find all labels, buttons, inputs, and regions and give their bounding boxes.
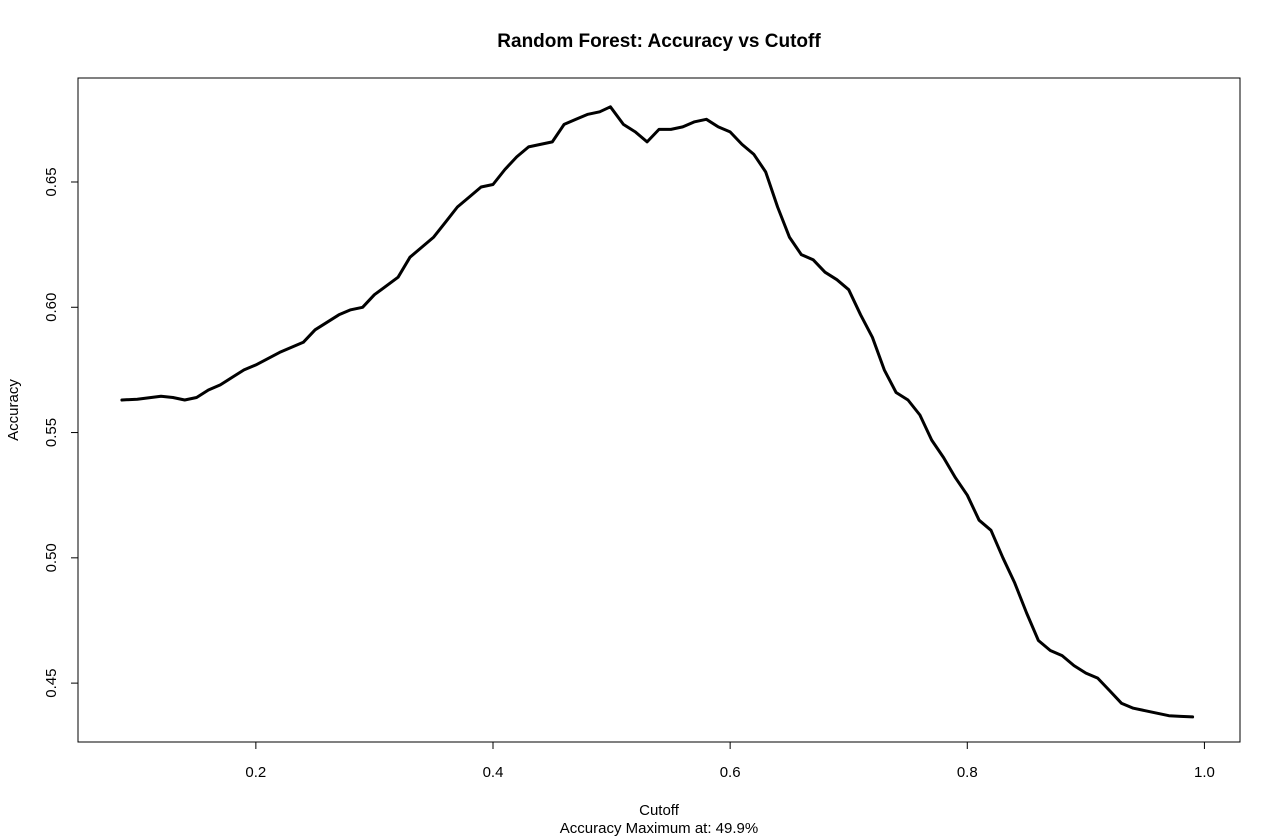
chart-title: Random Forest: Accuracy vs Cutoff [497,31,821,52]
x-tick-label: 0.6 [720,764,741,781]
accuracy-series-line [120,105,1195,719]
y-tick-label: 0.45 [43,669,60,698]
x-tick-label: 0.4 [483,764,504,781]
y-tick-label: 0.65 [43,167,60,196]
y-axis-label: Accuracy [5,379,22,441]
y-tick-label: 0.60 [43,293,60,322]
x-tick-label: 0.8 [957,764,978,781]
x-axis-label: Cutoff [639,802,680,819]
chart-subtitle: Accuracy Maximum at: 49.9% [560,820,758,837]
x-tick-label: 0.2 [245,764,266,781]
plot-area-frame [77,77,1241,743]
y-axis: 0.45 0.50 0.55 0.60 0.65 [43,167,79,698]
y-tick-label: 0.50 [43,543,60,572]
x-axis: 0.2 0.4 0.6 0.8 1.0 [245,741,1215,781]
y-tick-label: 0.55 [43,418,60,447]
x-tick-label: 1.0 [1194,764,1215,781]
